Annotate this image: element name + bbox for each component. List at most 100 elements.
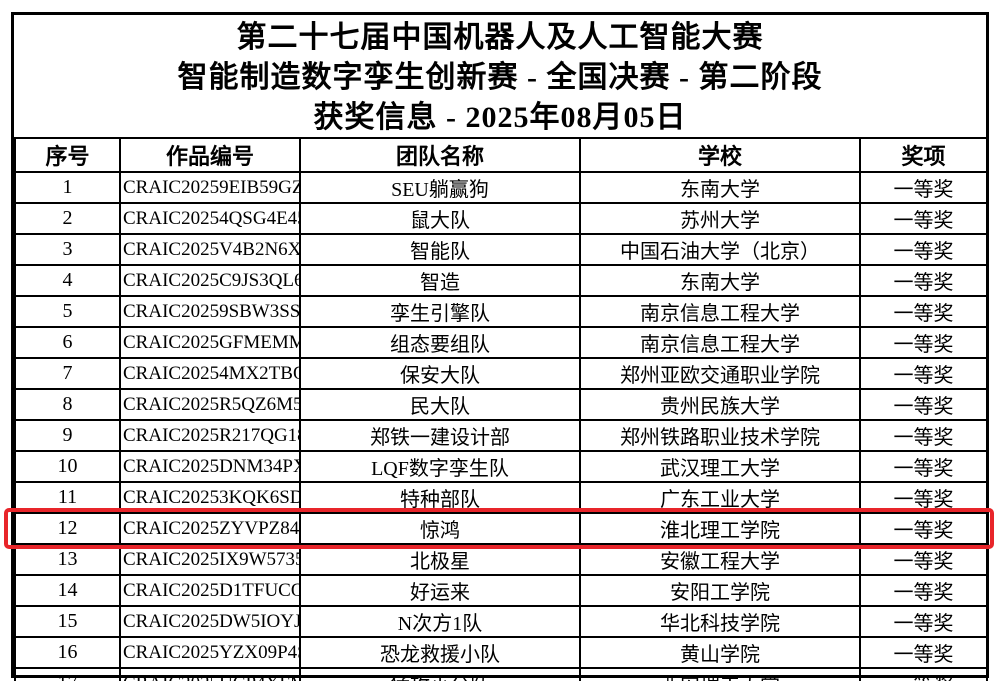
column-header-school: 学校 <box>579 137 861 173</box>
table-row: 15 CRAIC2025DW5IOYJT N次方1队 华北科技学院 一等奖 <box>14 605 988 638</box>
cell-school: 东南大学 <box>579 171 861 204</box>
title-line-3: 获奖信息 - 2025年08月05日 <box>313 101 687 134</box>
cell-team: LQF数字孪生队 <box>299 450 581 483</box>
cell-code: CRAIC2025C9JS3QL6 <box>119 264 301 297</box>
column-header-team: 团队名称 <box>299 137 581 173</box>
table-body: 1 CRAIC20259EIB59GZ SEU躺赢狗 东南大学 一等奖 2 CRAIC202… <box>14 171 988 681</box>
table-row: 8 CRAIC2025R5QZ6M59 民大队 贵州民族大学 一等奖 <box>14 388 988 421</box>
cell-team: N次方1队 <box>299 605 581 638</box>
cell-team: 孪生引擎队 <box>299 295 581 328</box>
cell-code: CRAIC20259SBW3SSN <box>119 295 301 328</box>
cell-school: 东南大学 <box>579 264 861 297</box>
title-line-1: 第二十七届中国机器人及人工智能大赛 <box>236 21 764 54</box>
table-row: 11 CRAIC20253KQK6SDY 特种部队 广东工业大学 一等奖 <box>14 481 988 514</box>
cell-team: 好运来 <box>299 574 581 607</box>
cell-award: 一等奖 <box>859 512 988 545</box>
cell-award: 一等奖 <box>859 481 988 514</box>
document-frame: 第二十七届中国机器人及人工智能大赛 智能制造数字孪生创新赛 - 全国决赛 - 第… <box>11 12 989 681</box>
table-row: 4 CRAIC2025C9JS3QL6 智造 东南大学 一等奖 <box>14 264 988 297</box>
cell-no: 10 <box>14 450 121 483</box>
cell-team: 鼠大队 <box>299 202 581 235</box>
cell-no: 3 <box>14 233 121 266</box>
cell-no: 9 <box>14 419 121 452</box>
award-table: 序号 作品编号 团队名称 学校 奖项 1 CRAIC20259EIB59GZ SEU… <box>14 137 988 681</box>
cell-code: CRAIC2025R217QG18 <box>119 419 301 452</box>
table-row: 3 CRAIC2025V4B2N6XH 智能队 中国石油大学（北京） 一等奖 <box>14 233 988 266</box>
table-row: 9 CRAIC2025R217QG18 郑铁一建设计部 郑州铁路职业技术学院 一等奖 <box>14 419 988 452</box>
cell-school: 华北科技学院 <box>579 605 861 638</box>
cell-no: 12 <box>14 512 121 545</box>
cell-school: 郑州铁路职业技术学院 <box>579 419 861 452</box>
cell-team: 保安大队 <box>299 357 581 390</box>
table-row: 1 CRAIC20259EIB59GZ SEU躺赢狗 东南大学 一等奖 <box>14 171 988 204</box>
cell-award: 一等奖 <box>859 171 988 204</box>
cell-school: 安徽工程大学 <box>579 543 861 576</box>
cell-award: 一等奖 <box>859 574 988 607</box>
table-row: 14 CRAIC2025D1TFUCOF 好运来 安阳工学院 一等奖 <box>14 574 988 607</box>
table-row: 7CRAIC20254MX2TBQQ保安大队郑州亚欧交通职业学院一等奖 <box>14 357 988 390</box>
cell-code: CRAIC2025D1TFUCOF <box>119 574 301 607</box>
cell-code: CRAIC2025GFMEMMHV <box>119 326 301 359</box>
column-header-code: 作品编号 <box>119 137 301 173</box>
cell-award: 一等奖 <box>859 233 988 266</box>
cell-team: 惊鸿 <box>299 512 581 545</box>
cell-code: CRAIC20253KQK6SDY <box>119 481 301 514</box>
column-header-award: 奖项 <box>859 137 988 173</box>
cell-no: 6 <box>14 326 121 359</box>
title-block: 第二十七届中国机器人及人工智能大赛 智能制造数字孪生创新赛 - 全国决赛 - 第… <box>14 15 986 137</box>
cell-award: 一等奖 <box>859 357 988 390</box>
cell-no: 7 <box>14 357 121 390</box>
cell-team: 智能队 <box>299 233 581 266</box>
cell-code: CRAIC2025ZYVPZ848 <box>119 512 301 545</box>
cell-school: 安阳工学院 <box>579 574 861 607</box>
cell-no: 5 <box>14 295 121 328</box>
cell-school: 贵州民族大学 <box>579 388 861 421</box>
table-row: 13 CRAIC2025IX9W5735 北极星 安徽工程大学 一等奖 <box>14 543 988 576</box>
cell-code: CRAIC2025R5QZ6M59 <box>119 388 301 421</box>
cell-no: 2 <box>14 202 121 235</box>
cell-school: 苏州大学 <box>579 202 861 235</box>
cell-code: CRAIC2025V4B2N6XH <box>119 233 301 266</box>
cell-code: CRAIC20259EIB59GZ <box>119 171 301 204</box>
cell-team: 特种部队 <box>299 481 581 514</box>
cell-school: 南京信息工程大学 <box>579 295 861 328</box>
cell-code: CRAIC2025UCP4XFM4 <box>119 667 301 681</box>
cell-award: 一等奖 <box>859 202 988 235</box>
cell-award: 一等奖 <box>859 450 988 483</box>
table-row: 12 CRAIC2025ZYVPZ848 惊鸿 淮北理工学院 一等奖 <box>14 512 988 545</box>
cell-team: 组态要组队 <box>299 326 581 359</box>
cell-no: 4 <box>14 264 121 297</box>
cell-code: CRAIC2025DNM34PXH <box>119 450 301 483</box>
cell-code: CRAIC2025DW5IOYJT <box>119 605 301 638</box>
column-header-no: 序号 <box>14 137 121 173</box>
table-row: 6CRAIC2025GFMEMMHV组态要组队南京信息工程大学一等奖 <box>14 326 988 359</box>
cell-no: 1 <box>14 171 121 204</box>
cell-no: 13 <box>14 543 121 576</box>
cell-team: 民大队 <box>299 388 581 421</box>
table-row: 16 CRAIC2025YZX09P4S 恐龙救援小队 黄山学院 一等奖 <box>14 636 988 669</box>
table-row: 10CRAIC2025DNM34PXHLQF数字孪生队武汉理工大学一等奖 <box>14 450 988 483</box>
cell-team: 智造 <box>299 264 581 297</box>
cell-school: 中国石油大学（北京） <box>579 233 861 266</box>
cell-team: 郑铁一建设计部 <box>299 419 581 452</box>
cell-school: 郑州亚欧交通职业学院 <box>579 357 861 390</box>
table-row: 5 CRAIC20259SBW3SSN 孪生引擎队 南京信息工程大学 一等奖 <box>14 295 988 328</box>
cell-award: 一等奖 <box>859 326 988 359</box>
cell-award: 一等奖 <box>859 419 988 452</box>
cell-no: 11 <box>14 481 121 514</box>
cell-code: CRAIC2025YZX09P4S <box>119 636 301 669</box>
table-row: 17CRAIC2025UCP4XFM4猛攻小分队西安理工大学一等奖 <box>14 667 988 681</box>
table-row: 2 CRAIC20254QSG4E45 鼠大队 苏州大学 一等奖 <box>14 202 988 235</box>
cell-team: 北极星 <box>299 543 581 576</box>
cell-code: CRAIC20254QSG4E45 <box>119 202 301 235</box>
cell-award: 一等奖 <box>859 264 988 297</box>
cell-no: 16 <box>14 636 121 669</box>
cell-award: 一等奖 <box>859 295 988 328</box>
title-line-2: 智能制造数字孪生创新赛 - 全国决赛 - 第二阶段 <box>177 61 823 94</box>
cell-team: 猛攻小分队 <box>299 667 581 681</box>
cell-school: 南京信息工程大学 <box>579 326 861 359</box>
cell-no: 15 <box>14 605 121 638</box>
cell-team: 恐龙救援小队 <box>299 636 581 669</box>
cell-code: CRAIC20254MX2TBQQ <box>119 357 301 390</box>
